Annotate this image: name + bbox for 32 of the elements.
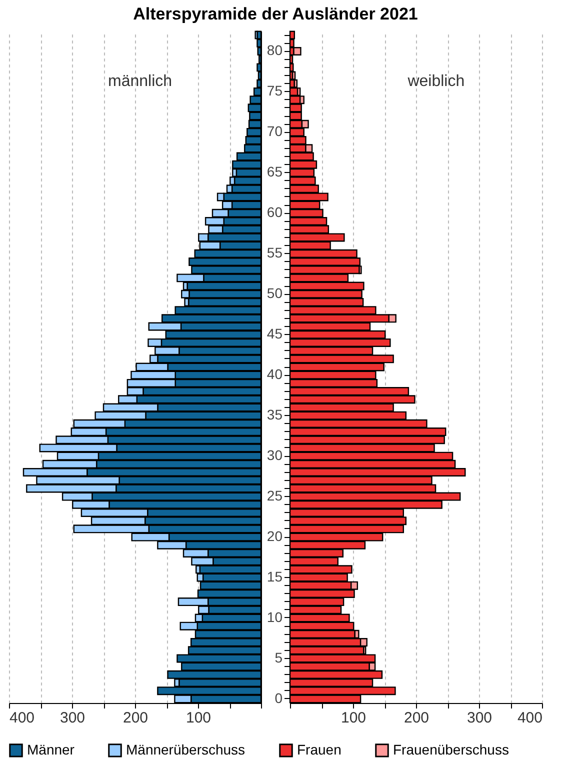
y-tick-label: 45 xyxy=(266,326,283,342)
legend-label: Frauen xyxy=(297,741,342,758)
y-tick-label: 35 xyxy=(266,406,283,423)
y-tick-label: 30 xyxy=(266,447,283,464)
y-tick-label: 0 xyxy=(274,690,283,706)
y-tick-label: 25 xyxy=(266,488,283,504)
chart-title: Alterspyramide der Ausländer 2021 xyxy=(133,4,418,24)
x-tick-label: 100 xyxy=(186,710,212,726)
x-tick-label: 200 xyxy=(404,710,430,726)
legend-label: Frauenüberschuss xyxy=(393,741,509,758)
x-tick-label: 200 xyxy=(122,710,148,726)
y-tick-label: 50 xyxy=(266,285,283,302)
annotation: weiblich xyxy=(406,73,465,90)
legend-label: Männerüberschuss xyxy=(126,741,246,758)
y-tick-label: 5 xyxy=(274,649,283,666)
y-tick-label: 75 xyxy=(266,82,283,99)
y-tick-label: 20 xyxy=(266,528,283,544)
x-tick-label: 400 xyxy=(10,710,35,726)
y-tick-label: 40 xyxy=(266,366,283,382)
y-tick-label: 80 xyxy=(266,42,283,58)
y-tick-label: 10 xyxy=(266,608,283,625)
y-tick-label: 65 xyxy=(266,164,283,180)
y-tick-label: 15 xyxy=(266,568,283,585)
y-tick-label: 55 xyxy=(266,244,283,261)
x-tick-label: 400 xyxy=(517,710,542,726)
x-tick-label: 300 xyxy=(60,710,86,726)
y-tick-label: 70 xyxy=(266,123,283,140)
legend-label: Männer xyxy=(27,741,75,758)
y-tick-label: 60 xyxy=(266,204,283,220)
x-tick-label: 100 xyxy=(340,710,366,726)
x-tick-label: 300 xyxy=(466,710,492,726)
annotation: männlich xyxy=(108,73,172,90)
